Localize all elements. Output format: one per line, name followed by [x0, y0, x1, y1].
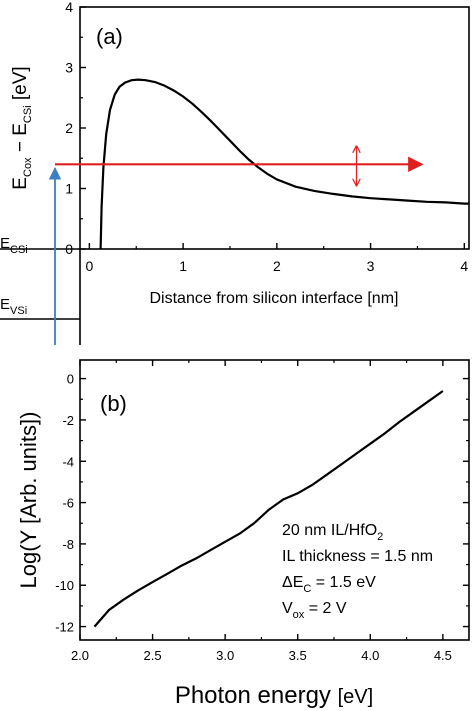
panel-b-label: (b) [100, 391, 127, 416]
panel-b-x-axis-label: Photon energy [eV] [175, 682, 373, 709]
y-tick-label: -8 [62, 537, 74, 552]
x-tick-label: 3.5 [289, 648, 307, 663]
y-tick-label: 0 [65, 241, 73, 257]
x-tick-label: 4.5 [434, 648, 452, 663]
y-tick-label: 2 [65, 120, 73, 136]
panel-b-x-ticks: 2.0 2.5 3.0 3.5 4.0 4.5 [71, 360, 452, 663]
panel-b-frame [79, 359, 470, 641]
panel-b-series-line [93, 390, 444, 628]
panel-b: 2.0 2.5 3.0 3.5 4.0 4.5 0 -2 -4 -6 -8 -10 -12 (b) P… [16, 359, 470, 709]
x-tick-label: 4.0 [361, 648, 379, 663]
x-tick-label: 3 [367, 258, 375, 274]
y-tick-label: -12 [55, 620, 74, 635]
y-tick-label: -2 [62, 413, 74, 428]
y-tick-label: 4 [65, 0, 73, 15]
annotation-vox: Vox = 2 V [282, 600, 347, 621]
annotation-delta-ec: ΔEC = 1.5 eV [282, 574, 376, 595]
annotation-il-thickness: IL thickness = 1.5 nm [282, 548, 433, 565]
y-tick-label: -10 [55, 578, 74, 593]
panel-a: 0 1 2 3 4 1 2 3 4 0 (a) Distance from silicon in… [0, 0, 470, 345]
panel-a-frame [79, 6, 470, 250]
panel-a-label: (a) [96, 24, 123, 49]
panel-a-x-axis-label: Distance from silicon interface [nm] [150, 290, 399, 307]
panel-a-series-line [99, 78, 469, 250]
x-tick-label: 2.5 [144, 648, 162, 663]
x-tick-label: 0 [85, 258, 93, 274]
panel-a-y-ticks: 1 2 3 4 0 [65, 0, 86, 257]
x-tick-label: 2 [273, 258, 281, 274]
annotation-sample: 20 nm IL/HfO2 [282, 522, 383, 543]
y-tick-label: -6 [62, 496, 74, 511]
y-tick-label: 1 [65, 181, 73, 197]
panel-b-y-ticks: 0 -2 -4 -6 -8 -10 -12 [55, 372, 469, 635]
panel-a-y-axis-label: ECox − ECSi [eV] [10, 66, 34, 189]
ecsi-level-label: ECSi [0, 235, 28, 256]
evsi-level-label: EVSi [0, 296, 27, 317]
x-tick-label: 1 [179, 258, 187, 274]
y-tick-label: -4 [62, 454, 74, 469]
x-tick-label: 3.0 [216, 648, 234, 663]
panel-b-y-axis-label: Log(Y [Arb. units]) [16, 412, 41, 589]
panel-a-x-ticks: 0 1 2 3 4 [85, 243, 468, 274]
x-tick-label: 4 [460, 258, 468, 274]
x-tick-label: 2.0 [71, 648, 89, 663]
y-tick-label: 0 [67, 372, 74, 387]
y-tick-label: 3 [65, 60, 73, 76]
